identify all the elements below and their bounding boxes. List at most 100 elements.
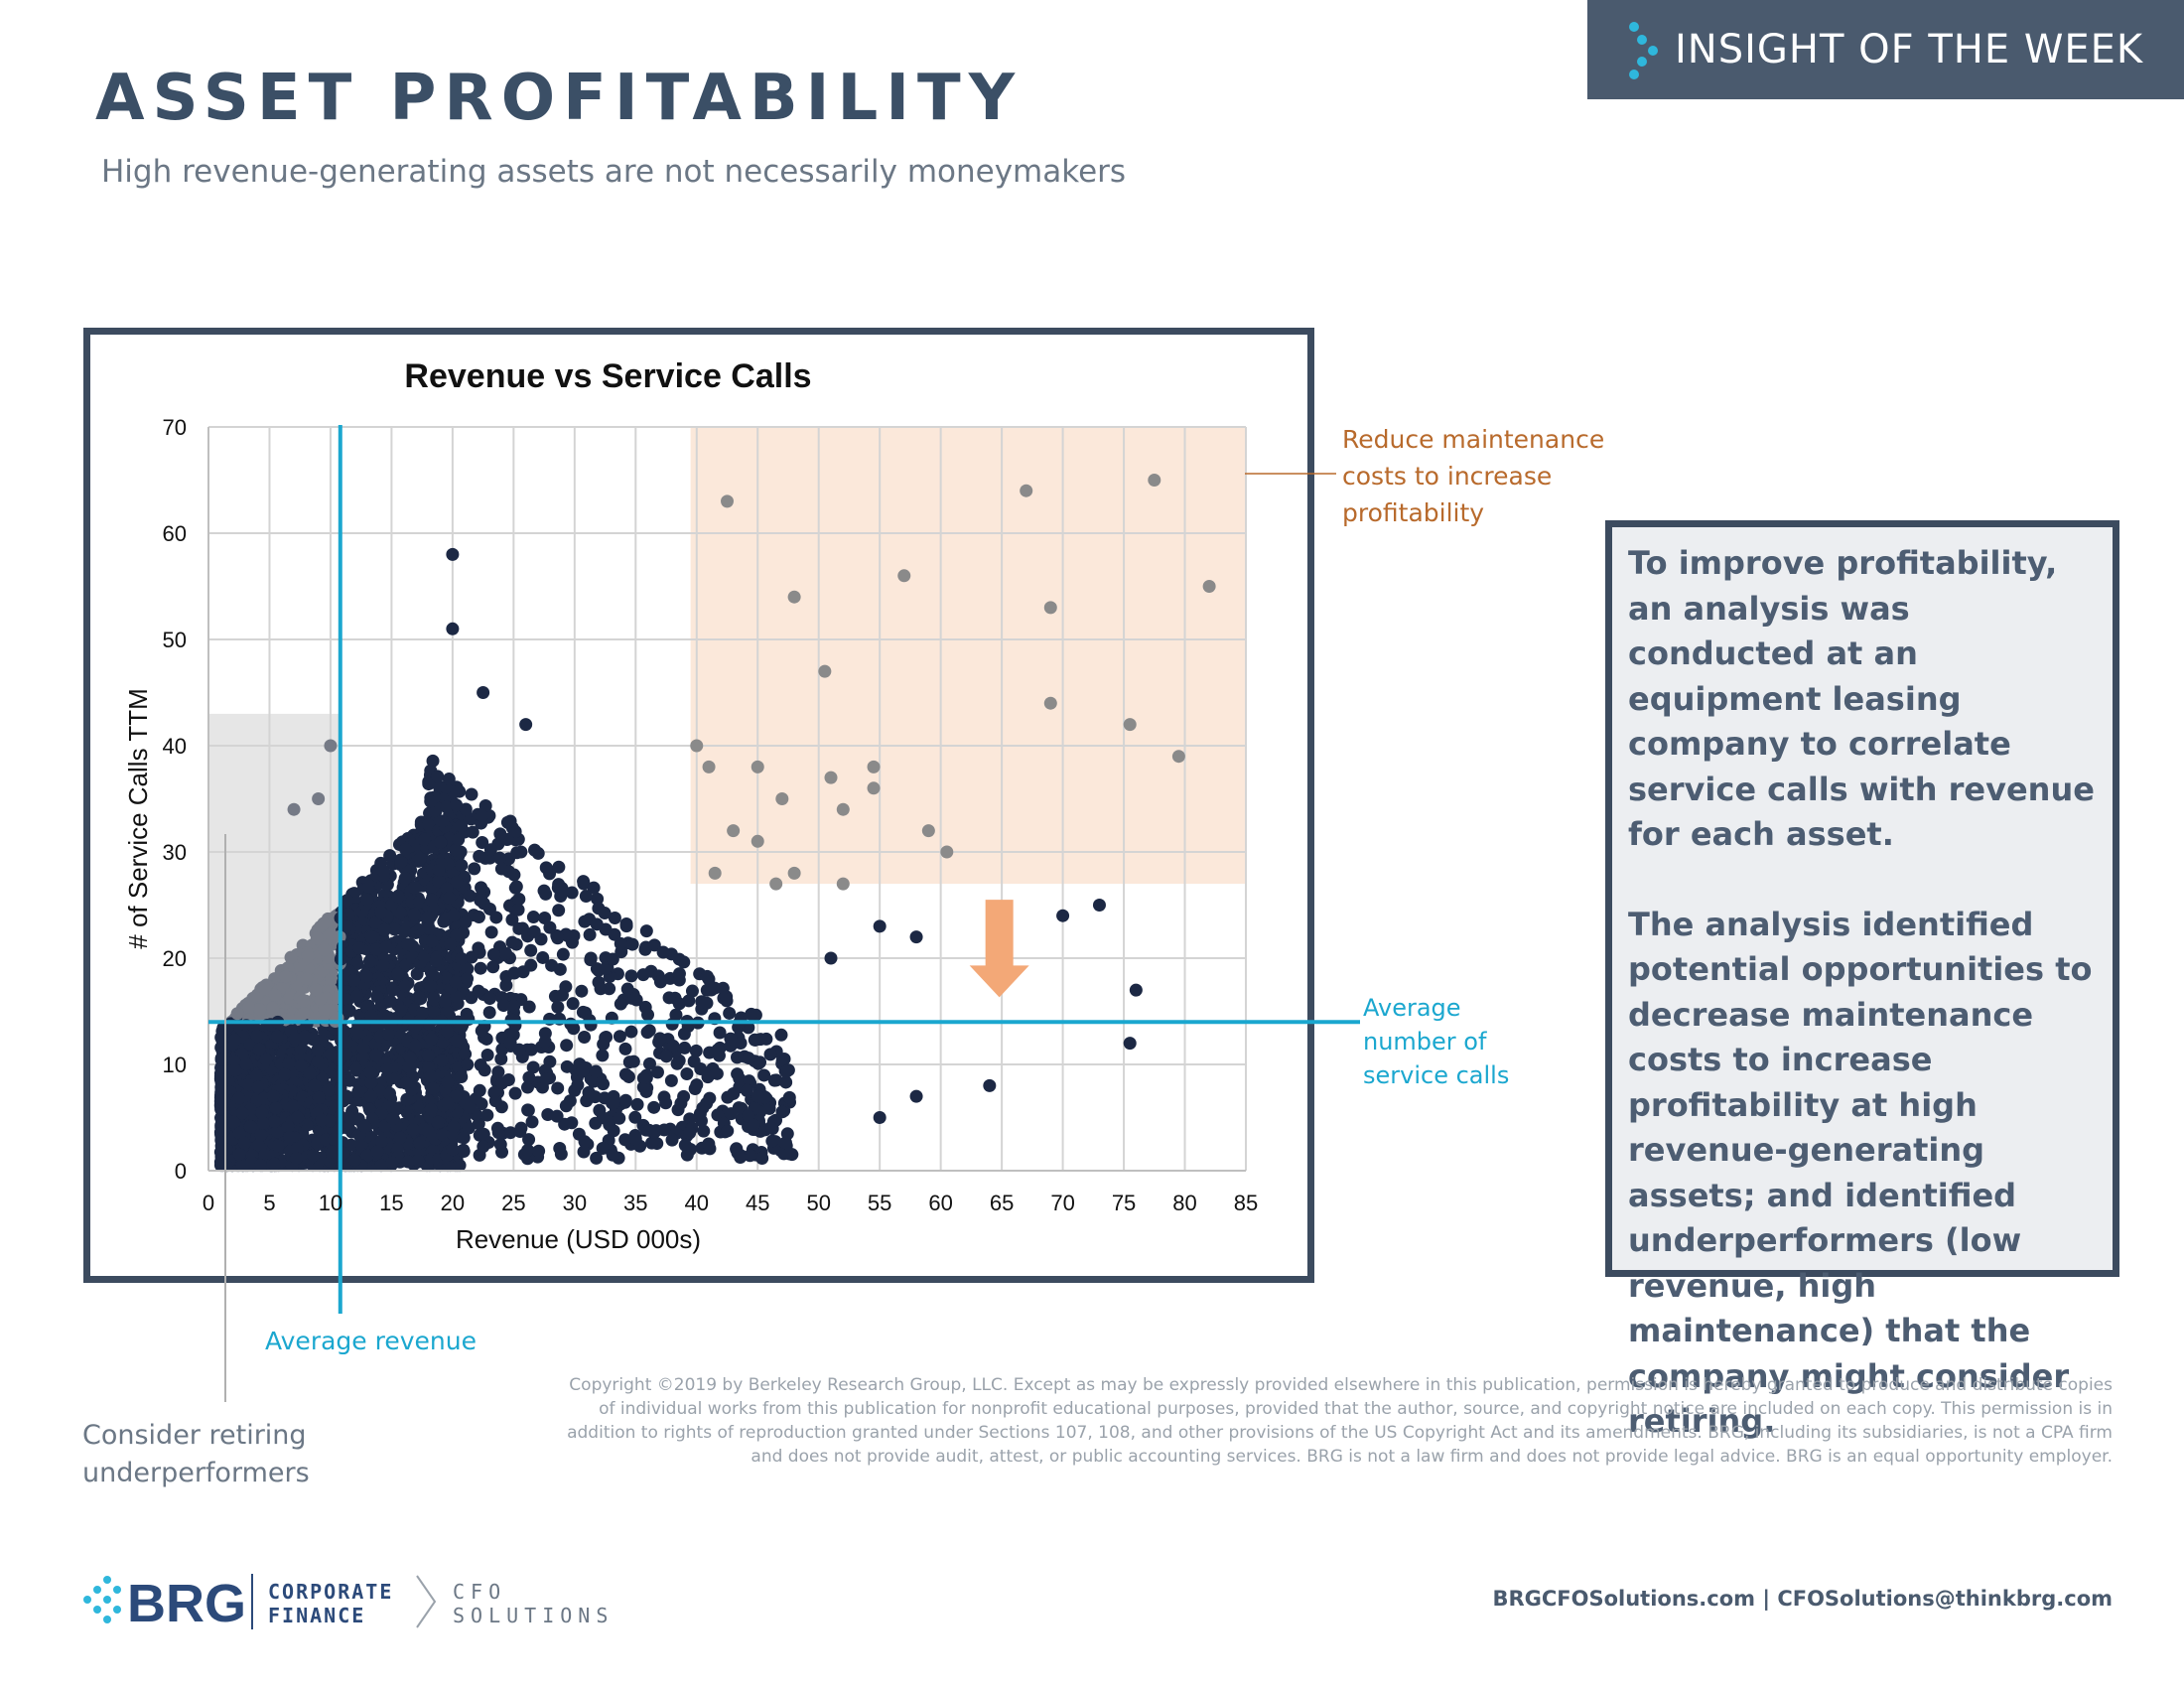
- data-point: [418, 950, 432, 964]
- data-point: [403, 1051, 417, 1064]
- data-point: [369, 1049, 383, 1062]
- data-point: [424, 1069, 438, 1083]
- data-point: [242, 1000, 256, 1014]
- data-point: [284, 950, 298, 964]
- data-point: [450, 1034, 464, 1048]
- data-point: [940, 845, 954, 859]
- data-point: [253, 1003, 267, 1017]
- data-point: [734, 1151, 748, 1165]
- data-point: [241, 1077, 255, 1091]
- reduce-maintenance-annotation: Reduce maintenance costs to increase pro…: [1342, 421, 1604, 531]
- data-point: [700, 996, 714, 1010]
- data-point: [757, 1068, 771, 1082]
- data-point: [591, 892, 605, 906]
- y-tick-label: 10: [163, 1053, 187, 1077]
- data-point: [239, 1057, 253, 1071]
- data-point: [243, 1120, 257, 1134]
- data-point: [259, 1053, 273, 1066]
- data-point: [384, 899, 398, 913]
- data-point: [282, 1056, 296, 1070]
- data-point: [708, 866, 722, 880]
- data-point: [472, 911, 485, 924]
- data-point: [763, 1121, 777, 1135]
- data-point: [381, 1027, 395, 1041]
- data-point: [474, 961, 487, 975]
- data-point: [328, 1132, 341, 1146]
- data-point: [421, 911, 435, 924]
- data-point: [606, 952, 619, 966]
- data-point: [775, 1105, 789, 1119]
- data-point: [271, 1139, 285, 1153]
- x-tick-label: 10: [319, 1191, 342, 1215]
- data-point: [477, 686, 490, 699]
- data-point: [342, 1110, 356, 1124]
- data-point: [480, 1108, 494, 1122]
- data-point: [464, 1100, 478, 1114]
- annotation-line: profitability: [1342, 498, 1485, 527]
- data-point: [440, 1025, 454, 1039]
- data-point: [455, 1069, 469, 1083]
- data-point: [478, 798, 492, 812]
- data-point: [386, 1112, 400, 1126]
- data-point: [536, 950, 550, 964]
- data-point: [400, 1092, 414, 1106]
- data-point: [434, 835, 448, 849]
- data-point: [266, 1001, 280, 1015]
- data-point: [765, 1134, 779, 1148]
- y-tick-label: 50: [163, 628, 187, 652]
- data-point: [552, 860, 566, 874]
- data-point: [314, 992, 328, 1006]
- data-point: [539, 887, 553, 901]
- data-point: [486, 947, 500, 961]
- annotation-line: number of: [1363, 1028, 1487, 1055]
- data-point: [414, 992, 428, 1006]
- average-revenue-annotation: Average revenue: [265, 1327, 477, 1355]
- data-point: [1020, 484, 1033, 497]
- data-point: [552, 904, 566, 917]
- data-point: [524, 943, 538, 957]
- data-point: [362, 1130, 376, 1144]
- data-point: [1056, 909, 1070, 922]
- y-axis-label: # of Service Calls TTM: [123, 688, 153, 948]
- data-point: [390, 1101, 404, 1115]
- insight-paragraph: To improve profitability, an analysis wa…: [1628, 544, 2095, 853]
- data-point: [450, 875, 464, 889]
- data-point: [515, 921, 529, 935]
- data-point: [383, 1086, 397, 1100]
- data-point: [539, 861, 553, 875]
- banner-label: INSIGHT OF THE WEEK: [1675, 27, 2144, 72]
- data-point: [341, 894, 354, 908]
- data-point: [482, 1006, 496, 1020]
- data-point: [310, 931, 324, 945]
- data-point: [774, 1028, 788, 1042]
- data-point: [255, 1106, 269, 1120]
- data-point: [463, 889, 477, 903]
- data-point: [614, 997, 627, 1011]
- data-point: [744, 1149, 757, 1163]
- data-point: [461, 962, 475, 976]
- data-point: [409, 1040, 423, 1054]
- data-point: [779, 1075, 793, 1089]
- data-point: [763, 1048, 777, 1061]
- data-point: [1043, 601, 1057, 615]
- data-point: [543, 920, 557, 934]
- data-point: [377, 923, 391, 937]
- insight-banner: INSIGHT OF THE WEEK: [1587, 0, 2184, 99]
- data-point: [288, 1032, 302, 1046]
- data-point: [680, 1066, 694, 1080]
- data-point: [836, 802, 850, 816]
- data-point: [521, 1080, 535, 1094]
- data-point: [441, 1096, 455, 1110]
- data-point: [909, 930, 923, 944]
- data-point: [685, 984, 699, 998]
- data-point: [824, 951, 838, 965]
- data-point: [438, 995, 452, 1009]
- data-point: [526, 911, 540, 924]
- brg-dots-icon: [1629, 22, 1658, 79]
- x-tick-label: 80: [1172, 1191, 1196, 1215]
- data-point: [522, 1133, 536, 1147]
- data-point: [607, 1124, 620, 1138]
- data-point: [415, 1006, 429, 1020]
- footer-contact[interactable]: BRGCFOSolutions.com | CFOSolutions@think…: [1492, 1587, 2113, 1611]
- data-point: [364, 1089, 378, 1103]
